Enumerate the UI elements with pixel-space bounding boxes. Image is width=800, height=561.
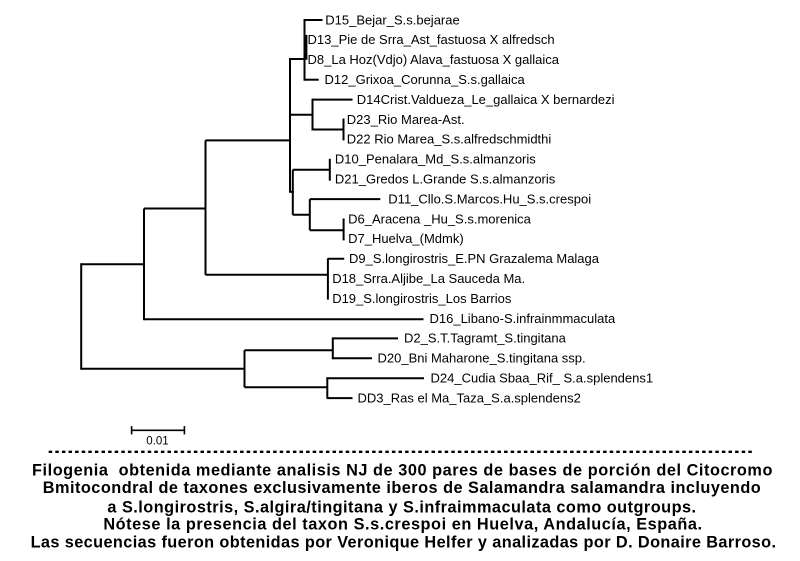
svg-text:Nótese la presencia del taxon: Nótese la presencia del taxon S.s.crespo…	[103, 515, 702, 533]
svg-text:D23_Rio Marea-Ast.: D23_Rio Marea-Ast.	[347, 112, 465, 127]
svg-text:Filogenia obtenida mediante a: Filogenia obtenida mediante analisis NJ …	[32, 462, 773, 480]
svg-text:D16_Libano-S.infrainmmaculata: D16_Libano-S.infrainmmaculata	[430, 311, 616, 326]
svg-text:DD3_Ras el Ma_Taza_S.a.splende: DD3_Ras el Ma_Taza_S.a.splendens2	[358, 390, 581, 405]
svg-text:a S.longirostris, S.algira/tin: a S.longirostris, S.algira/tingitana y S…	[107, 499, 696, 517]
svg-text:D18_Srra.Aljibe_La Sauceda Ma.: D18_Srra.Aljibe_La Sauceda Ma.	[332, 271, 525, 286]
svg-text:D10_Penalara_Md_S.s.almanzoris: D10_Penalara_Md_S.s.almanzoris	[335, 152, 536, 167]
svg-text:D6_Aracena _Hu_S.s.morenica: D6_Aracena _Hu_S.s.morenica	[348, 211, 532, 226]
svg-text:D13_Pie de Srra_Ast_fastuosa X: D13_Pie de Srra_Ast_fastuosa X alfredsch	[308, 32, 555, 47]
svg-text:D2_S.T.Tagramt_S.tingitana: D2_S.T.Tagramt_S.tingitana	[404, 331, 567, 346]
svg-text:Bmitocondral de taxones exclus: Bmitocondral de taxones exclusivamente i…	[43, 479, 761, 497]
svg-text:D8_La Hoz(Vdjo) Alava_fastuosa: D8_La Hoz(Vdjo) Alava_fastuosa X gallaic…	[308, 52, 560, 67]
svg-text:D19_S.longirostris_Los Barrios: D19_S.longirostris_Los Barrios	[332, 291, 512, 306]
svg-text:Las secuencias fueron obtenida: Las secuencias fueron obtenidas por Vero…	[31, 533, 777, 551]
svg-text:D9_S.longirostris_E.PN Grazale: D9_S.longirostris_E.PN Grazalema Malaga	[349, 251, 600, 266]
svg-text:D15_Bejar_S.s.bejarae: D15_Bejar_S.s.bejarae	[325, 12, 459, 27]
svg-text:D22 Rio Marea_S.s.alfredschmid: D22 Rio Marea_S.s.alfredschmidthi	[347, 132, 552, 147]
svg-text:D7_Huelva_(Mdmk): D7_Huelva_(Mdmk)	[348, 231, 464, 246]
svg-text:D20_Bni Maharone_S.tingitana s: D20_Bni Maharone_S.tingitana ssp.	[378, 351, 586, 366]
svg-text:D21_Gredos L.Grande S.s.almanz: D21_Gredos L.Grande S.s.almanzoris	[335, 172, 556, 187]
svg-text:0.01: 0.01	[146, 436, 168, 448]
svg-text:D11_Cllo.S.Marcos.Hu_S.s.cresp: D11_Cllo.S.Marcos.Hu_S.s.crespoi	[388, 191, 591, 206]
svg-text:D14Crist.Valdueza_Le_gallaica: D14Crist.Valdueza_Le_gallaica X bernarde…	[357, 92, 615, 107]
svg-text:D12_Grixoa_Corunna_S.s.gallaic: D12_Grixoa_Corunna_S.s.gallaica	[325, 72, 526, 87]
svg-text:D24_Cudia Sbaa_Rif_ S.a.splend: D24_Cudia Sbaa_Rif_ S.a.splendens1	[431, 371, 654, 386]
